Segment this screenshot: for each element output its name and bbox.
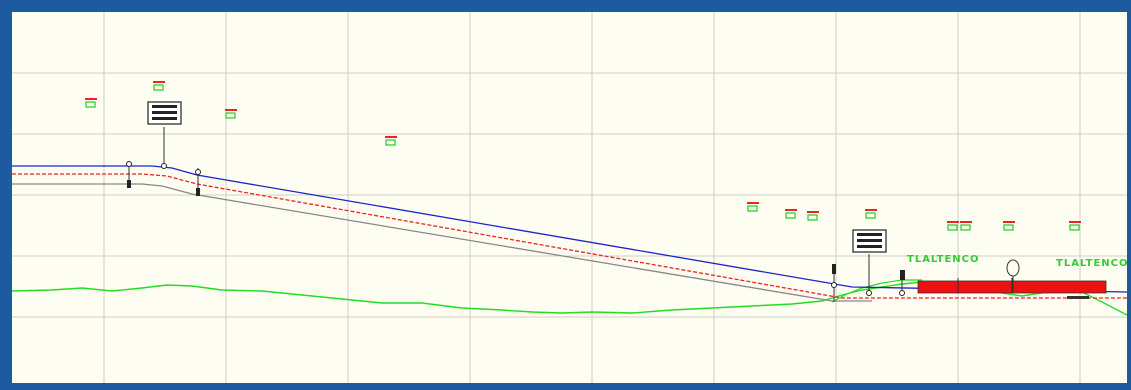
green-marker-icon (807, 211, 819, 221)
grid (12, 12, 1127, 383)
longitudinal-profile-drawing[interactable]: TLALTENCO TLALTENCO (12, 12, 1127, 383)
beam-line (12, 183, 872, 302)
terrain-line-branch (831, 279, 922, 303)
green-marker-icon (947, 221, 959, 231)
green-marker-icon (385, 136, 397, 146)
station-block-base (1067, 296, 1089, 299)
rail-line (12, 165, 1127, 293)
green-marker-icon (153, 81, 165, 91)
green-marker-icon (1069, 221, 1081, 231)
station-label: TLALTENCO (1056, 258, 1127, 269)
tree-icon (1006, 259, 1020, 293)
green-marker-icon (1003, 221, 1015, 231)
green-markers (85, 81, 1081, 231)
green-marker-icon (785, 209, 797, 219)
pole-markers (127, 180, 905, 280)
green-marker-icon (960, 221, 972, 231)
green-marker-icon (865, 209, 877, 219)
pole-joints (126, 161, 905, 296)
axis-line (12, 173, 1127, 299)
green-marker-icon (85, 98, 97, 108)
green-marker-icon (225, 109, 237, 119)
station-label: TLALTENCO (907, 254, 980, 265)
poles (128, 127, 1013, 302)
signal-board-icon[interactable] (852, 229, 887, 253)
signal-board-icon[interactable] (147, 101, 182, 125)
green-marker-icon (747, 202, 759, 212)
